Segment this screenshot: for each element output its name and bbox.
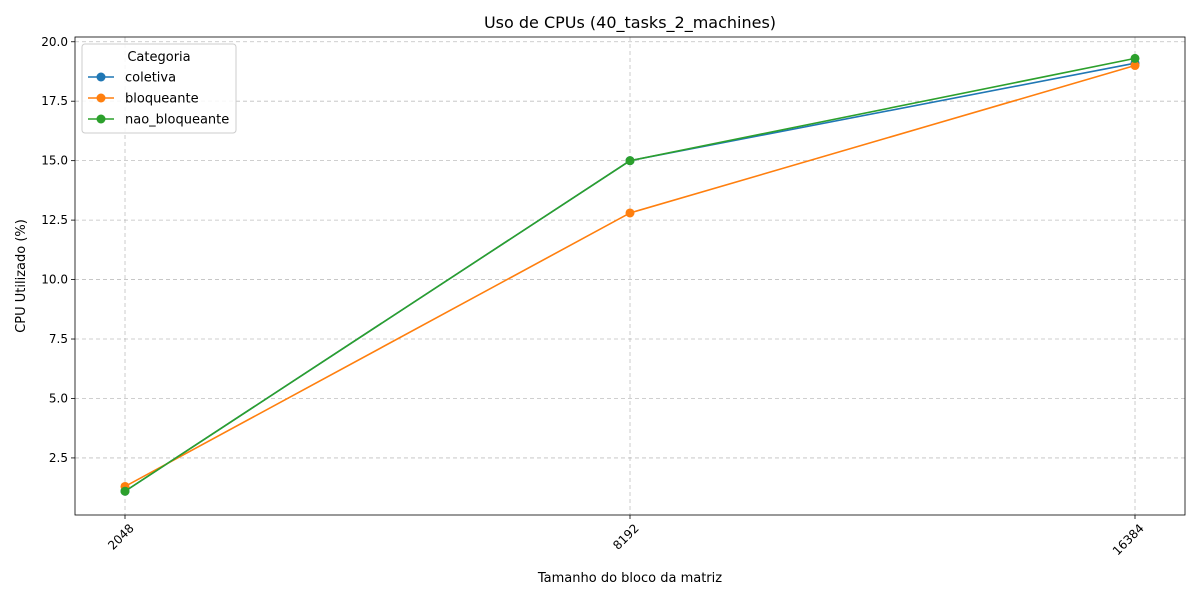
y-axis-label: CPU Utilizado (%) (14, 219, 29, 333)
legend-marker-coletiva (96, 72, 106, 82)
y-tick-label: 7.5 (49, 332, 68, 346)
x-tick-label: 2048 (105, 521, 136, 552)
chart-title: Uso de CPUs (40_tasks_2_machines) (484, 13, 776, 33)
data-point-nao_bloqueante (625, 156, 635, 166)
y-axis-ticks: 2.5 5.0 7.5 10.0 12.5 15.0 17.5 20.0 (41, 35, 75, 465)
data-point-nao_bloqueante (120, 486, 130, 496)
legend-label-coletiva: coletiva (125, 71, 176, 86)
x-axis-label: Tamanho do bloco da matriz (537, 571, 722, 586)
y-tick-label: 17.5 (41, 94, 68, 108)
data-point-bloqueante (1130, 61, 1140, 71)
x-axis-ticks: 2048 8192 16384 (105, 515, 1147, 558)
y-tick-label: 12.5 (41, 213, 68, 227)
series-layer (120, 53, 1140, 496)
y-tick-label: 10.0 (41, 273, 68, 287)
legend-label-nao_bloqueante: nao_bloqueante (125, 113, 229, 128)
data-point-nao_bloqueante (1130, 53, 1140, 63)
y-tick-label: 15.0 (41, 154, 68, 168)
x-tick-label: 16384 (1110, 521, 1147, 558)
x-tick-label: 8192 (610, 521, 641, 552)
legend-title: Categoria (127, 50, 190, 65)
legend-items: coletiva bloqueante nao_bloqueante (88, 71, 229, 128)
data-point-bloqueante (625, 208, 635, 218)
grid (75, 37, 1185, 515)
y-tick-label: 20.0 (41, 35, 68, 49)
y-tick-label: 2.5 (49, 451, 68, 465)
legend-frame (81, 43, 237, 134)
legend-label-bloqueante: bloqueante (125, 92, 199, 107)
legend-marker-nao_bloqueante (96, 114, 106, 124)
y-tick-label: 5.0 (49, 391, 68, 405)
legend-marker-bloqueante (96, 93, 106, 103)
legend: Categoria coletiva bloqueante nao_bloquean… (81, 43, 237, 134)
